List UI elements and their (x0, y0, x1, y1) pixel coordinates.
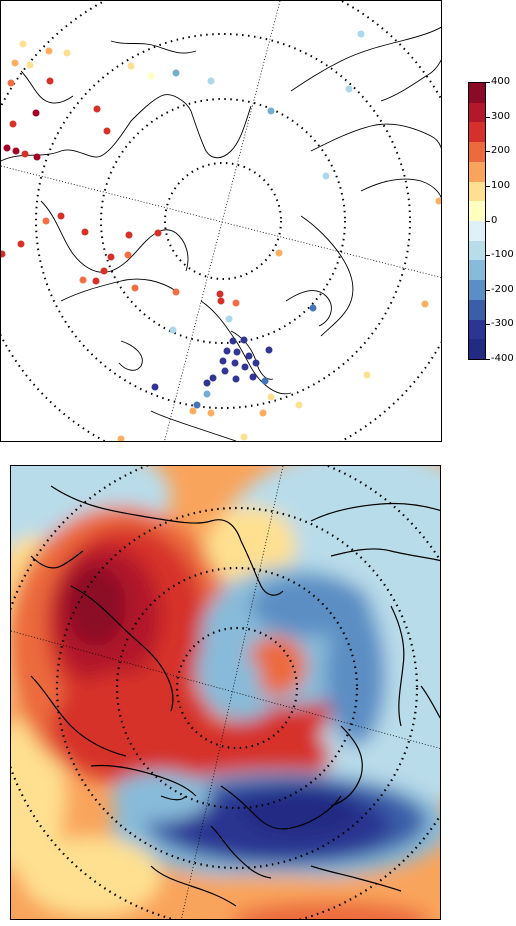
coastlines (1, 26, 441, 441)
gridded-map-canvas (11, 466, 440, 919)
colorbar-segment (469, 161, 485, 183)
colorbar-segment (469, 83, 485, 104)
colorbar-segment (469, 122, 485, 143)
colorbar-tick-label: -300 (491, 318, 514, 330)
colorbar-segment (469, 339, 485, 360)
latitude-circles (1, 1, 441, 441)
colorbar-tick (486, 289, 490, 291)
latitude-circles (11, 466, 440, 919)
meridian-lines (11, 466, 440, 919)
colorbar-tick-label: -100 (491, 249, 514, 261)
colorbar-tick (486, 116, 490, 118)
colorbar-segment (469, 299, 485, 321)
colorbar-tick (486, 82, 490, 83)
meridian-lines (1, 1, 441, 441)
station-map-canvas (1, 1, 441, 441)
colorbar-segment (469, 221, 485, 242)
colorbar-segment (469, 102, 485, 123)
colorbar-tick (486, 255, 490, 257)
colorbar-tick-label: -200 (491, 283, 514, 295)
colorbar (468, 82, 486, 360)
colorbar-segment (469, 181, 485, 202)
colorbar-tick-label: 400 (491, 76, 511, 87)
gridded-anomaly-map (10, 465, 441, 920)
colorbar-segment (469, 142, 485, 163)
colorbar-tick (486, 151, 490, 153)
colorbar-tick-label: 200 (491, 145, 511, 157)
colorbar-segment (469, 260, 485, 281)
colorbar-tick-label: 100 (491, 179, 511, 191)
station-markers (1, 30, 441, 441)
anomaly-field (11, 466, 440, 919)
colorbar-tick (486, 359, 490, 360)
colorbar-segment (469, 201, 485, 222)
colorbar-tick-label: 0 (491, 214, 498, 226)
colorbar-tick-label: 300 (491, 110, 511, 122)
colorbar-tick-label: -400 (491, 353, 514, 364)
coastlines (30, 485, 440, 907)
colorbar-segment (469, 280, 485, 301)
station-anomaly-map (0, 0, 442, 442)
colorbar-tick (486, 324, 490, 326)
colorbar-tick (486, 220, 490, 222)
colorbar-tick (486, 185, 490, 187)
colorbar-segment (469, 319, 485, 340)
colorbar-segment (469, 240, 485, 261)
